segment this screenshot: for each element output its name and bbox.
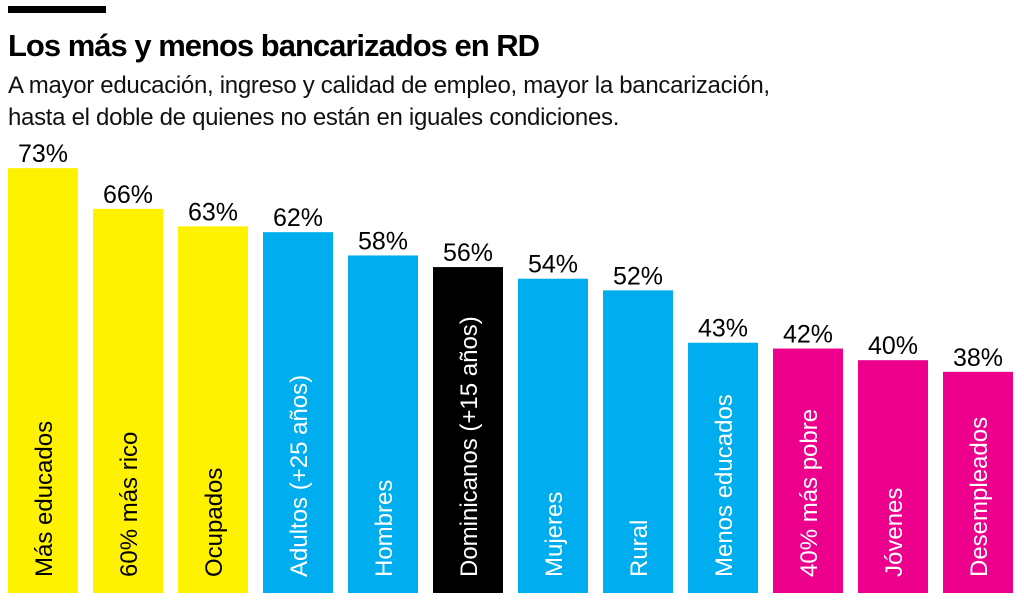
category-label-8: Menos educados	[711, 394, 738, 577]
category-label-0: Más educados	[31, 421, 58, 577]
title-rule	[8, 6, 106, 13]
value-label-2: 63%	[188, 198, 238, 226]
bar-2	[178, 226, 248, 593]
category-label-3: Adultos (+25 años)	[286, 375, 313, 577]
category-label-7: Rural	[626, 520, 653, 577]
value-label-7: 52%	[613, 262, 663, 290]
chart-subtitle-line-1: A mayor educación, ingreso y calidad de …	[8, 72, 770, 99]
bar-6	[518, 278, 588, 593]
category-label-1: 60% más rico	[116, 432, 143, 577]
category-label-5: Dominicanos (+15 años)	[456, 316, 483, 577]
bar-10	[858, 360, 928, 593]
bar-11	[943, 371, 1013, 593]
category-label-11: Desempleados	[966, 417, 993, 577]
value-label-8: 43%	[698, 315, 748, 343]
category-label-4: Hombres	[371, 480, 398, 577]
value-label-0: 73%	[18, 140, 68, 168]
bar-5	[433, 267, 503, 593]
bar-0	[8, 168, 78, 593]
bar-7	[603, 290, 673, 593]
value-label-6: 54%	[528, 251, 578, 279]
value-label-10: 40%	[868, 332, 918, 360]
chart-subtitle-line-2: hasta el doble de quienes no están en ig…	[8, 104, 620, 131]
chart-title: Los más y menos bancarizados en RD	[8, 28, 540, 63]
bar-9	[773, 348, 843, 593]
value-label-4: 58%	[358, 227, 408, 255]
category-label-10: Jóvenes	[881, 488, 908, 577]
bar-4	[348, 255, 418, 593]
category-label-2: Ocupados	[201, 468, 228, 577]
category-label-6: Mujeres	[541, 492, 568, 577]
bar-1	[93, 208, 163, 593]
category-label-9: 40% más pobre	[796, 409, 823, 577]
value-label-11: 38%	[953, 344, 1003, 372]
bar-8	[688, 342, 758, 593]
value-label-3: 62%	[273, 204, 323, 232]
value-label-9: 42%	[783, 321, 833, 349]
bar-3	[263, 232, 333, 593]
value-label-1: 66%	[103, 181, 153, 209]
value-label-5: 56%	[443, 239, 493, 267]
